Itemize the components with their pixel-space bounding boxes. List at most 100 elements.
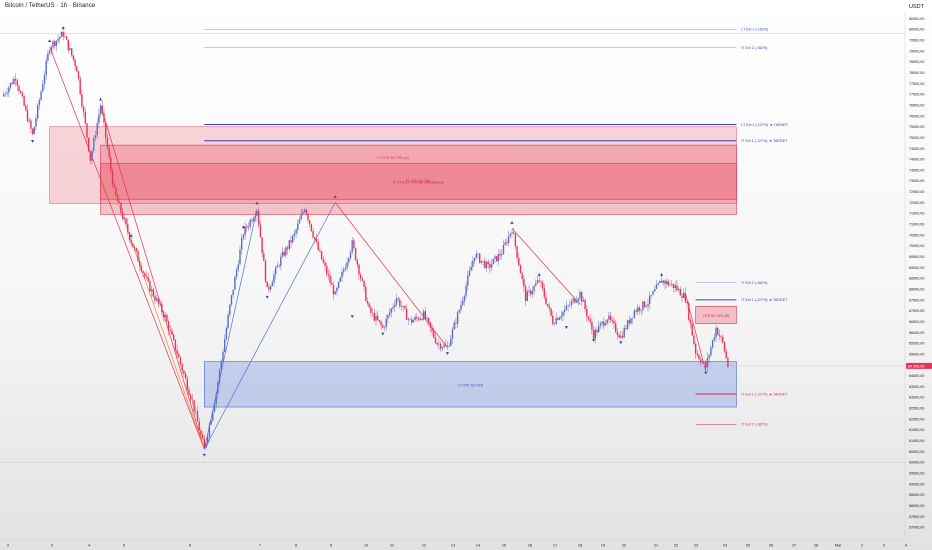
candle-body-271[interactable] bbox=[463, 295, 466, 301]
candle-body-421[interactable] bbox=[718, 334, 721, 337]
candle-body-257[interactable] bbox=[439, 343, 442, 349]
candle-body-66[interactable] bbox=[115, 187, 117, 196]
candle-body-165[interactable] bbox=[283, 251, 285, 256]
candle-body-258[interactable] bbox=[441, 347, 443, 349]
candle-body-59[interactable] bbox=[103, 113, 105, 123]
candle-body-324[interactable] bbox=[553, 323, 556, 325]
candle-body-174[interactable] bbox=[298, 219, 301, 224]
candle-body-261[interactable] bbox=[446, 345, 449, 347]
candle-body-352[interactable] bbox=[601, 321, 603, 324]
candle-body-133[interactable] bbox=[229, 304, 231, 315]
candle-body-206[interactable] bbox=[353, 240, 355, 249]
candle-body-181[interactable] bbox=[310, 224, 313, 232]
candle-body-242[interactable] bbox=[414, 316, 416, 321]
candle-body-134[interactable] bbox=[230, 295, 233, 305]
candle-body-412[interactable] bbox=[703, 361, 705, 363]
candle-body-171[interactable] bbox=[293, 233, 296, 236]
candle-body-317[interactable] bbox=[541, 282, 544, 289]
candle-body-197[interactable] bbox=[337, 281, 340, 289]
candle-body-175[interactable] bbox=[300, 213, 302, 220]
candle-body-106[interactable] bbox=[183, 370, 185, 375]
candle-body-393[interactable] bbox=[671, 283, 673, 285]
candle-body-193[interactable] bbox=[331, 282, 333, 285]
candle-body-240[interactable] bbox=[411, 319, 413, 323]
candle-body-201[interactable] bbox=[344, 267, 347, 270]
time-axis[interactable]: 2 3 4 5 6 7 8 9 10 11 12 13 14 15 16 17 18 19 20 21 22 23 24 25… bbox=[0, 539, 907, 548]
candle-body-143[interactable] bbox=[246, 226, 248, 228]
candle-body-48[interactable] bbox=[84, 111, 86, 124]
candle-body-296[interactable] bbox=[506, 242, 508, 244]
candle-body-151[interactable] bbox=[259, 224, 262, 238]
candle-body-238[interactable] bbox=[407, 318, 409, 320]
candle-body-348[interactable] bbox=[594, 329, 596, 339]
candle-body-339[interactable] bbox=[579, 292, 581, 299]
candle-body-266[interactable] bbox=[455, 322, 457, 324]
candle-body-383[interactable] bbox=[654, 289, 656, 292]
candle-body-6[interactable] bbox=[13, 78, 15, 84]
candle-body-130[interactable] bbox=[224, 339, 226, 352]
candle-body-328[interactable] bbox=[560, 315, 562, 318]
candle-body-33[interactable] bbox=[59, 37, 61, 39]
candle-body-344[interactable] bbox=[587, 316, 590, 320]
candle-body-256[interactable] bbox=[438, 343, 440, 345]
candle-body-283[interactable] bbox=[484, 260, 486, 268]
candle-body-320[interactable] bbox=[547, 303, 549, 307]
candle-body-36[interactable] bbox=[64, 36, 66, 37]
candle-body-198[interactable] bbox=[339, 277, 341, 282]
candle-body-327[interactable] bbox=[558, 317, 561, 320]
candle-body-304[interactable] bbox=[519, 265, 522, 274]
candle-body-358[interactable] bbox=[611, 320, 613, 322]
candle-body-101[interactable] bbox=[174, 339, 177, 351]
candle-body-65[interactable] bbox=[113, 184, 115, 188]
candle-body-11[interactable] bbox=[21, 93, 24, 97]
candle-body-43[interactable] bbox=[76, 66, 78, 72]
candle-body-349[interactable] bbox=[596, 329, 598, 333]
candle-body-82[interactable] bbox=[142, 271, 144, 274]
candle-body-13[interactable] bbox=[25, 105, 27, 110]
candle-body-77[interactable] bbox=[133, 247, 136, 249]
candle-body-276[interactable] bbox=[472, 260, 474, 267]
candle-body-189[interactable] bbox=[324, 262, 326, 266]
candle-body-351[interactable] bbox=[599, 323, 602, 326]
candle-body-237[interactable] bbox=[405, 308, 408, 320]
candle-body-353[interactable] bbox=[603, 321, 605, 326]
candle-body-426[interactable] bbox=[727, 358, 729, 367]
candle-body-132[interactable] bbox=[227, 314, 229, 329]
candle-body-164[interactable] bbox=[281, 251, 284, 257]
candle-body-37[interactable] bbox=[65, 36, 68, 40]
candle-body-3[interactable] bbox=[8, 87, 10, 93]
candle-body-99[interactable] bbox=[171, 330, 173, 335]
candle-body-329[interactable] bbox=[562, 311, 564, 316]
candle-body-402[interactable] bbox=[686, 301, 688, 304]
candle-body-67[interactable] bbox=[116, 195, 119, 202]
candle-body-265[interactable] bbox=[453, 322, 455, 330]
candle-body-63[interactable] bbox=[110, 157, 112, 171]
candle-body-404[interactable] bbox=[689, 319, 692, 324]
candle-body-88[interactable] bbox=[152, 289, 154, 297]
candle-body-354[interactable] bbox=[604, 323, 607, 326]
candle-body-226[interactable] bbox=[387, 315, 389, 319]
candle-body-49[interactable] bbox=[86, 123, 88, 138]
candle-body-111[interactable] bbox=[191, 399, 194, 401]
candle-body-160[interactable] bbox=[275, 267, 277, 275]
candle-body-79[interactable] bbox=[137, 251, 139, 262]
candle-body-9[interactable] bbox=[18, 85, 20, 92]
candle-body-245[interactable] bbox=[419, 318, 421, 320]
candle-body-169[interactable] bbox=[290, 240, 292, 243]
candle-body-392[interactable] bbox=[669, 284, 671, 286]
candle-body-219[interactable] bbox=[375, 315, 377, 321]
candle-body-96[interactable] bbox=[166, 315, 168, 322]
candle-body-373[interactable] bbox=[637, 307, 639, 312]
candle-body-356[interactable] bbox=[608, 315, 610, 320]
candle-body-303[interactable] bbox=[518, 257, 520, 266]
candle-body-23[interactable] bbox=[42, 84, 44, 92]
candle-body-167[interactable] bbox=[286, 247, 289, 249]
candle-body-416[interactable] bbox=[710, 347, 712, 356]
candle-body-424[interactable] bbox=[723, 342, 726, 352]
candle-body-156[interactable] bbox=[268, 287, 270, 290]
candle-body-260[interactable] bbox=[445, 344, 447, 346]
candle-body-109[interactable] bbox=[188, 389, 190, 395]
candle-body-53[interactable] bbox=[93, 137, 95, 151]
candle-body-15[interactable] bbox=[28, 120, 30, 122]
candle-body-52[interactable] bbox=[91, 150, 93, 161]
